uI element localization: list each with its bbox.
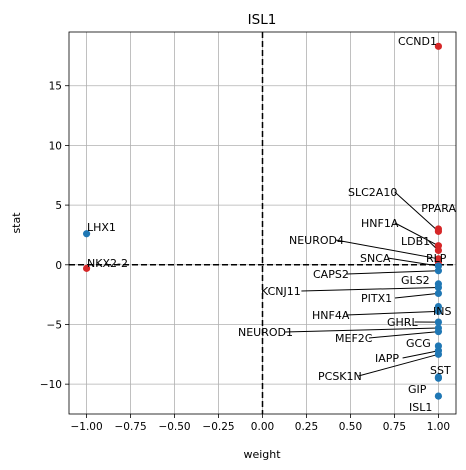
point-label: ISL1	[409, 401, 432, 414]
point-label: PITX1	[361, 292, 392, 305]
point-label: LHX1	[87, 221, 116, 234]
point-label: SLC2A10	[348, 186, 397, 199]
data-points	[82, 42, 443, 400]
x-tick-label: −0.75	[114, 421, 146, 433]
x-tick-label: −0.50	[158, 421, 190, 433]
data-point	[434, 42, 443, 50]
label-connector	[301, 286, 439, 292]
data-point	[434, 289, 443, 298]
point-label: INS	[433, 305, 451, 318]
data-point	[434, 227, 443, 235]
y-tick-label: 15	[49, 81, 62, 93]
point-label: GIP	[408, 383, 427, 396]
y-tick-label: 5	[55, 200, 62, 212]
y-axis-label: stat	[10, 212, 23, 234]
x-tick-label: 1.00	[427, 421, 450, 433]
label-connector	[335, 239, 439, 260]
label-connector	[394, 191, 439, 232]
point-label: GLS2	[401, 274, 430, 287]
label-connector	[346, 270, 439, 275]
y-tick-label: 0	[55, 260, 62, 272]
point-label: LDB1	[401, 235, 430, 248]
x-tick-label: 0.25	[295, 421, 318, 433]
data-point	[434, 246, 443, 255]
label-connector	[284, 327, 439, 333]
point-label: IAPP	[375, 352, 399, 365]
point-label: CAPS2	[313, 268, 349, 281]
x-tick-label: 0.50	[339, 421, 362, 433]
label-connector	[394, 292, 439, 299]
point-label: CCND1	[398, 35, 437, 48]
label-connector	[394, 222, 439, 247]
point-label: PPARA	[421, 202, 456, 215]
y-tick-label: −10	[40, 379, 62, 391]
y-tick-label: −5	[47, 319, 62, 331]
point-label: HNF1A	[361, 217, 399, 230]
x-tick-label: −1.00	[70, 421, 102, 433]
data-point	[434, 392, 443, 400]
label-connectors	[284, 191, 439, 377]
chart-title: ISL1	[248, 12, 277, 28]
data-point	[434, 267, 443, 275]
point-label: SST	[430, 364, 451, 377]
point-label: NEUROD4	[289, 234, 344, 247]
point-label: GCG	[406, 337, 431, 350]
point-label: RLP	[426, 252, 447, 265]
data-point	[434, 328, 443, 336]
point-label: PCSK1N	[318, 370, 362, 383]
x-tick-label: 0.00	[251, 421, 274, 433]
reference-lines	[69, 32, 456, 414]
data-point	[434, 350, 443, 358]
data-point	[434, 374, 443, 382]
data-point	[82, 230, 91, 238]
point-label: SNCA	[360, 252, 391, 265]
point-label: KCNJ11	[261, 285, 301, 298]
label-connector	[358, 353, 439, 377]
label-connector	[368, 331, 439, 339]
data-point	[82, 264, 91, 272]
y-tick-label: 10	[49, 140, 62, 152]
point-label: MEF2C	[335, 332, 373, 345]
x-tick-label: −0.25	[202, 421, 234, 433]
label-connector	[402, 350, 439, 359]
x-axis-label: weight	[243, 448, 281, 461]
data-point	[434, 318, 443, 326]
point-label: GHRL	[387, 316, 418, 329]
x-axis-ticks: −1.00 −0.75 −0.50 −0.25 0.00 0.25 0.50 0.75 1.00	[70, 414, 450, 433]
label-connector	[345, 310, 439, 316]
data-point	[434, 307, 443, 315]
point-label: NKX2-2	[87, 257, 128, 270]
point-label: HNF4A	[312, 309, 350, 322]
x-tick-label: 0.75	[383, 421, 406, 433]
point-label: NEUROD1	[238, 326, 293, 339]
label-connector	[387, 257, 439, 267]
y-axis-ticks: −10 −5 0 5 10 15	[40, 81, 69, 391]
data-point	[434, 283, 443, 292]
